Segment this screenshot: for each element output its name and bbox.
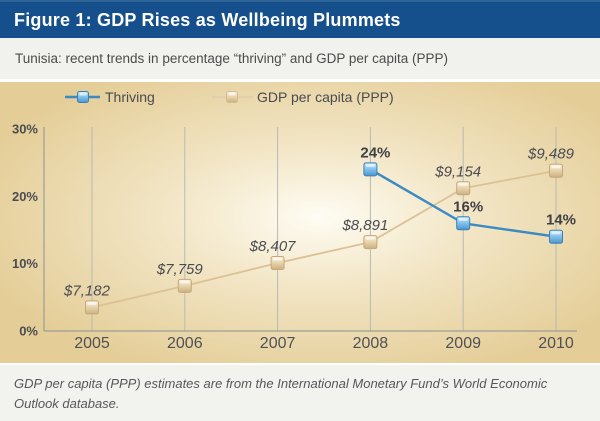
x-tick-label: 2009 [445,335,481,352]
data-point-marker [177,278,192,293]
figure-subtitle-bar: Tunisia: recent trends in percentage “th… [0,38,600,79]
y-tick-label: 20% [12,189,38,204]
gdp-data-label: $8,407 [249,238,297,255]
x-tick-label: 2008 [353,335,389,352]
plot-glow [0,82,600,363]
chart-area: 0% 10% 20% 30% 2005 2006 2007 2008 2009 2010 $7,18… [0,82,600,363]
legend-label: GDP per capita (PPP) [257,89,394,105]
gdp-data-label: $9,154 [434,163,481,180]
data-point-marker [363,235,378,250]
data-point-marker [456,181,471,196]
data-point-marker [85,300,99,315]
figure-footnote: GDP per capita (PPP) estimates are from … [14,376,548,411]
gdp-data-label: $7,759 [156,261,204,278]
x-tick-label: 2005 [74,335,110,352]
figure-title: Figure 1: GDP Rises as Wellbeing Plummet… [14,9,401,30]
data-point-marker [549,163,563,178]
legend-label: Thriving [105,89,155,105]
thriving-data-label: 14% [546,212,576,229]
y-tick-label: 30% [12,122,38,137]
x-tick-label: 2007 [260,335,296,352]
thriving-data-label: 24% [360,144,390,161]
data-point-marker [77,91,89,103]
legend-item-gdp: GDP per capita (PPP) [212,89,394,105]
gdp-data-label: $8,891 [341,217,388,234]
chart-canvas: 0% 10% 20% 30% 2005 2006 2007 2008 2009 2010 $7,18… [0,82,600,363]
figure-footnote-bar: GDP per capita (PPP) estimates are from … [0,365,600,421]
x-tick-label: 2006 [167,335,203,352]
gdp-data-label: $9,489 [527,146,575,163]
gdp-series-line [91,169,557,309]
y-tick-label: 10% [12,256,38,271]
data-point-marker [549,229,563,244]
data-point-marker [226,91,238,103]
legend-item-thriving: Thriving [65,89,155,105]
gdp-data-label: $7,182 [63,282,111,299]
data-point-marker [456,216,471,231]
figure-subtitle: Tunisia: recent trends in percentage “th… [15,51,448,66]
data-point-marker [270,255,285,270]
y-tick-label: 0% [19,324,38,339]
data-point-marker [363,162,378,177]
x-tick-label: 2010 [538,335,574,352]
thriving-data-label: 16% [453,198,483,215]
figure-header: Figure 1: GDP Rises as Wellbeing Plummet… [0,0,600,38]
